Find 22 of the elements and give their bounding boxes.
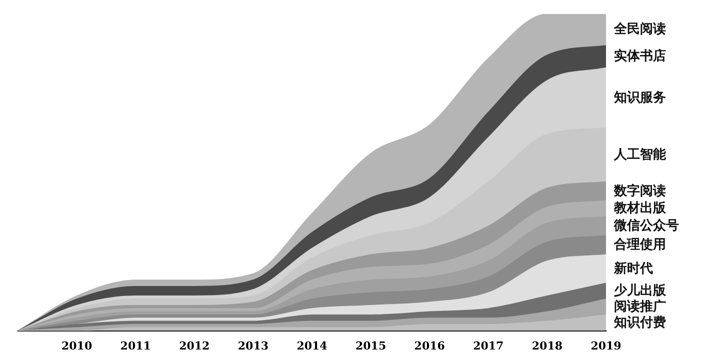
x-tick-label: 2019 bbox=[590, 339, 622, 352]
series-label: 全民阅读 bbox=[613, 22, 666, 38]
x-tick-label: 2014 bbox=[296, 339, 328, 352]
series-label: 微信公众号 bbox=[613, 218, 679, 234]
series-label: 新时代 bbox=[613, 260, 653, 276]
x-tick-label: 2010 bbox=[61, 339, 92, 352]
series-label: 人工智能 bbox=[613, 146, 667, 162]
series-label: 数字阅读 bbox=[613, 182, 666, 199]
x-tick-label: 2013 bbox=[238, 339, 269, 352]
series-label: 合理使用 bbox=[613, 236, 666, 253]
x-tick-label: 2015 bbox=[355, 339, 386, 352]
series-label: 知识服务 bbox=[613, 90, 666, 106]
series-label: 知识付费 bbox=[613, 315, 666, 330]
series-label: 教材出版 bbox=[613, 201, 667, 216]
x-tick-label: 2016 bbox=[414, 339, 446, 352]
x-tick-label: 2012 bbox=[179, 339, 210, 352]
x-tick-label: 2018 bbox=[532, 339, 563, 352]
series-label: 少儿出版 bbox=[613, 284, 667, 299]
series-label: 实体书店 bbox=[614, 48, 666, 64]
series-label: 阅读推广 bbox=[614, 298, 666, 314]
x-tick-label: 2017 bbox=[473, 339, 504, 352]
x-tick-label: 2011 bbox=[120, 339, 151, 352]
